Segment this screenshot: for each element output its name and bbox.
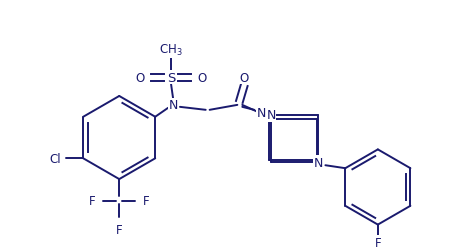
Text: CH$_3$: CH$_3$	[159, 43, 183, 58]
Text: F: F	[142, 194, 149, 207]
Text: O: O	[197, 72, 206, 84]
Text: F: F	[116, 223, 123, 236]
Text: F: F	[89, 194, 96, 207]
Text: Cl: Cl	[50, 152, 62, 165]
Text: F: F	[375, 236, 381, 249]
Text: N: N	[266, 109, 276, 122]
Text: N: N	[314, 156, 323, 169]
Text: N: N	[257, 107, 266, 120]
Text: S: S	[167, 72, 175, 84]
Text: O: O	[136, 72, 145, 84]
Text: O: O	[240, 72, 249, 84]
Text: N: N	[168, 99, 178, 112]
